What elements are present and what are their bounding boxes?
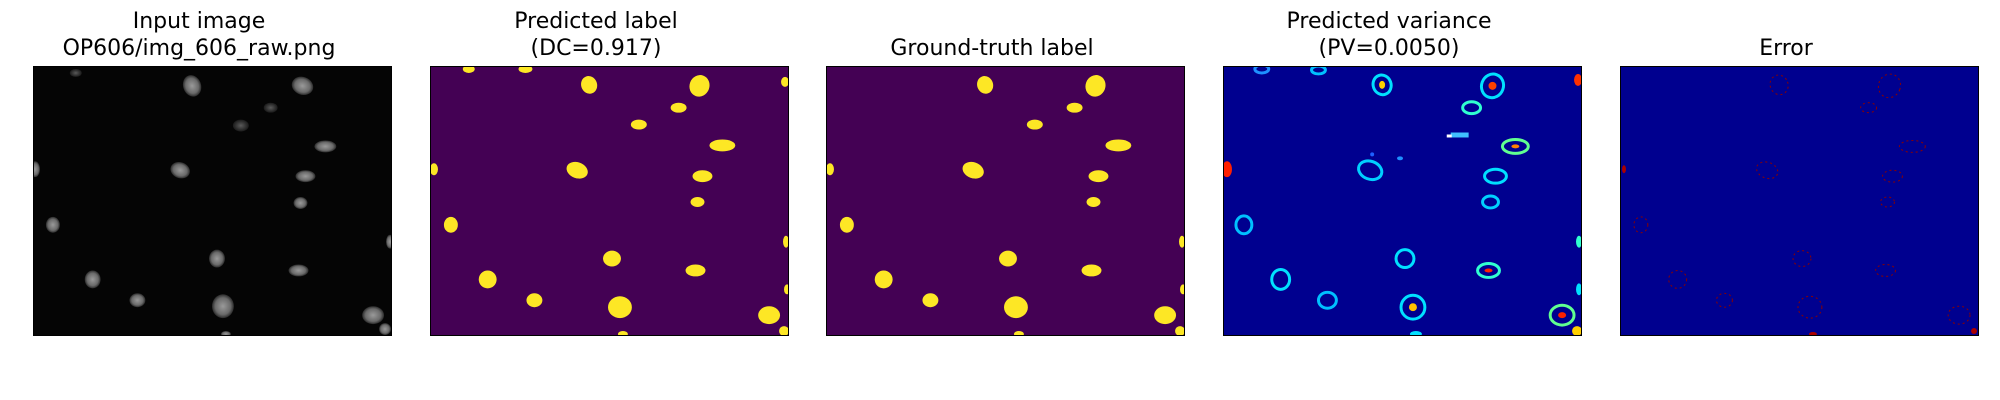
- error-map: [1621, 67, 1978, 335]
- nucleus: [69, 68, 82, 77]
- panel-title-ground-truth: Ground-truth label: [812, 8, 1172, 62]
- nucleus: [212, 294, 234, 319]
- panel-ground-truth-label: [826, 66, 1185, 336]
- title-line-1: [812, 8, 1172, 35]
- nucleus: [379, 323, 391, 335]
- nucleus: [220, 331, 231, 335]
- panel-input-image: [33, 66, 392, 336]
- predicted-label-mask: [431, 67, 788, 335]
- nucleus: [182, 75, 202, 97]
- nucleus: [170, 162, 190, 179]
- nucleus: [84, 270, 101, 289]
- title-line-2: Ground-truth label: [890, 36, 1094, 61]
- panel-error: [1620, 66, 1979, 336]
- nucleus: [34, 161, 40, 178]
- panel-predicted-variance: [1223, 66, 1582, 336]
- nucleus: [288, 264, 309, 277]
- title-line-2: Error: [1759, 36, 1813, 61]
- nucleus: [293, 197, 308, 209]
- panel-title-predicted-variance: Predicted variance (PV=0.0050): [1209, 8, 1569, 62]
- nucleus: [362, 306, 385, 325]
- panel-title-error: Error: [1606, 8, 1966, 62]
- raw-microscopy-image: [34, 67, 391, 335]
- panel-predicted-label: [430, 66, 789, 336]
- nucleus: [232, 119, 249, 132]
- nucleus: [45, 216, 60, 233]
- title-line-1: Input image: [132, 9, 266, 34]
- nucleus: [129, 293, 146, 308]
- nucleus: [295, 170, 316, 183]
- panel-title-predicted-label: Predicted label (DC=0.917): [416, 8, 776, 62]
- nucleus: [263, 102, 278, 113]
- title-line-1: [1606, 8, 1966, 35]
- predicted-variance-map: [1224, 67, 1581, 335]
- ground-truth-label-mask: [827, 67, 1184, 335]
- title-line-2: (PV=0.0050): [1318, 36, 1460, 61]
- nucleus: [209, 249, 225, 268]
- title-line-2: (DC=0.917): [530, 36, 662, 61]
- panel-title-input: Input image OP606/img_606_raw.png: [19, 8, 379, 62]
- title-line-1: Predicted variance: [1286, 9, 1492, 34]
- title-line-1: Predicted label: [514, 9, 678, 34]
- nucleus: [291, 76, 314, 96]
- nucleus: [314, 140, 337, 153]
- nucleus: [386, 234, 391, 249]
- title-line-2: OP606/img_606_raw.png: [62, 36, 336, 61]
